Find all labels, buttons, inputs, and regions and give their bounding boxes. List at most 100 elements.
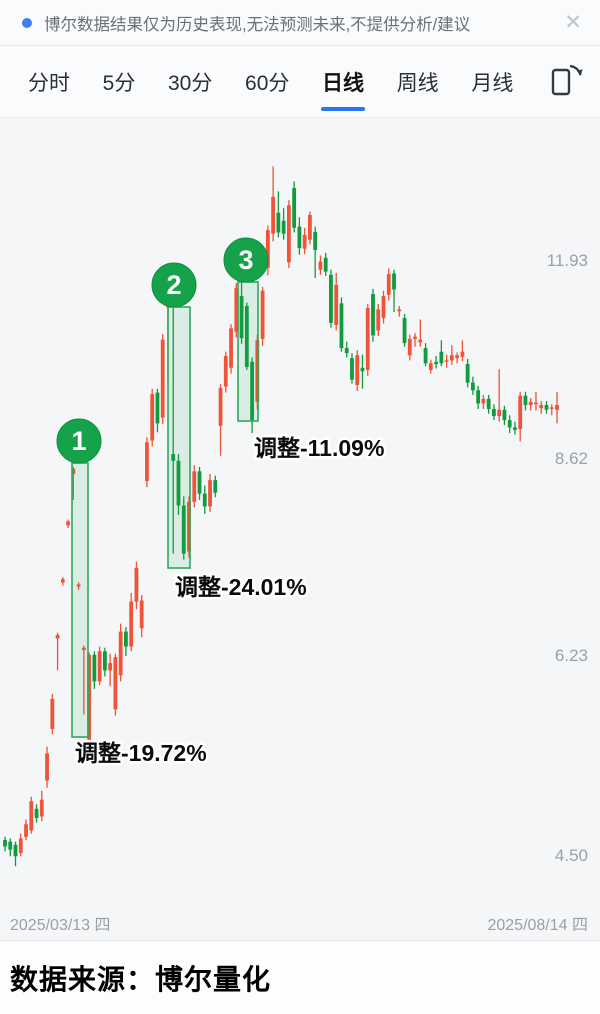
candle [108,663,113,671]
annotation-2: 2 调整-24.01% [151,262,309,603]
candle [381,296,386,319]
candle [449,355,454,361]
x-axis-date-start: 2025/03/13 四 [10,917,111,934]
candle [393,269,395,313]
candle [528,401,533,406]
candle [229,328,233,368]
candle [360,367,365,372]
candle [361,354,364,389]
candle [87,654,92,740]
candle [145,442,149,482]
disclaimer-text: 博尔数据结果仅为历史表现,无法预测未来,不提供分析/建议 [44,15,471,34]
candle [72,466,74,500]
badge-number-text: 2 [166,270,181,300]
highlight-box-3 [237,281,259,422]
data-source-label: 数据来源：博尔量化 [10,963,272,995]
period-tab-bar: 分时 5分 30分 60分 日线 周线 月线 [0,46,600,118]
candle [313,231,318,250]
candle [523,395,528,406]
tab-5[interactable]: 周线 [396,71,439,95]
candle [271,196,276,234]
candle [129,601,134,647]
candle [419,319,421,347]
candle [518,395,523,430]
candle [39,799,44,817]
rotate-screen-button[interactable] [544,59,588,105]
candle [60,579,65,583]
candle [244,305,249,367]
candle [539,405,544,409]
candle [187,501,191,552]
tab-6[interactable]: 月线 [471,71,514,95]
candle [329,274,333,323]
y-axis-label-1: 11.93 [546,251,588,270]
candle [124,631,128,647]
candle [376,309,381,331]
candle [81,647,86,651]
highlight-box-1 [71,462,89,738]
tab-0[interactable]: 分时 [28,71,70,95]
candle [439,351,444,364]
pullback-label-2: 调整-24.01% [175,574,307,600]
candle [102,651,107,671]
candle [281,220,286,234]
tab-3[interactable]: 60分 [245,71,290,95]
pullback-label-1: 调整-19.72% [75,740,207,766]
number-badge-3 [223,237,269,283]
candle [355,355,360,385]
candle [549,407,554,409]
candle [502,409,507,421]
candle [286,205,291,263]
candle [134,567,139,602]
candle [8,841,13,850]
candle [218,387,223,426]
candle [418,339,423,343]
pullback-label-3: 调整-11.09% [254,435,384,461]
candle [150,394,155,441]
candle [213,480,218,493]
tab-4-active[interactable]: 日线 [320,49,366,115]
candle [208,480,212,507]
candle [339,303,344,349]
candle [66,521,70,526]
candlestick-chart[interactable]: 1 调整-19.72% 2 调整-24.01% 3 调整-11.09% 11.93 8.6… [0,118,600,940]
x-axis-date-end: 2025/08/14 四 [487,917,588,934]
candle [392,273,396,290]
candle [276,212,281,233]
candle [18,838,23,853]
candle [534,402,538,405]
candle [260,290,265,339]
candle [318,261,323,270]
candle [155,392,160,424]
close-icon[interactable]: ✕ [564,11,582,34]
candle [434,361,438,365]
candle [481,398,486,404]
candle [398,305,400,317]
candle [497,409,502,417]
number-badge-2 [151,262,197,308]
candle [24,824,28,837]
candle [172,307,174,554]
candle [234,288,239,332]
candle [250,361,254,421]
candle [397,309,402,312]
candle [544,405,549,410]
candle [414,333,416,347]
tab-1[interactable]: 5分 [102,71,136,95]
candle [56,632,59,671]
candle [407,338,412,356]
candle [92,654,97,682]
candle [83,645,85,715]
candle [50,698,55,729]
candle [181,505,186,554]
candle [192,471,197,502]
candle [265,230,270,268]
disclaimer-bar: 博尔数据结果仅为历史表现,无法预测未来,不提供分析/建议 ✕ [0,0,600,46]
tab-2[interactable]: 30分 [168,71,213,95]
candle [139,600,144,629]
candle [202,493,207,507]
candle [13,844,18,857]
y-axis-label-3: 6.23 [554,646,588,665]
candle [413,336,417,339]
candle [555,405,559,410]
